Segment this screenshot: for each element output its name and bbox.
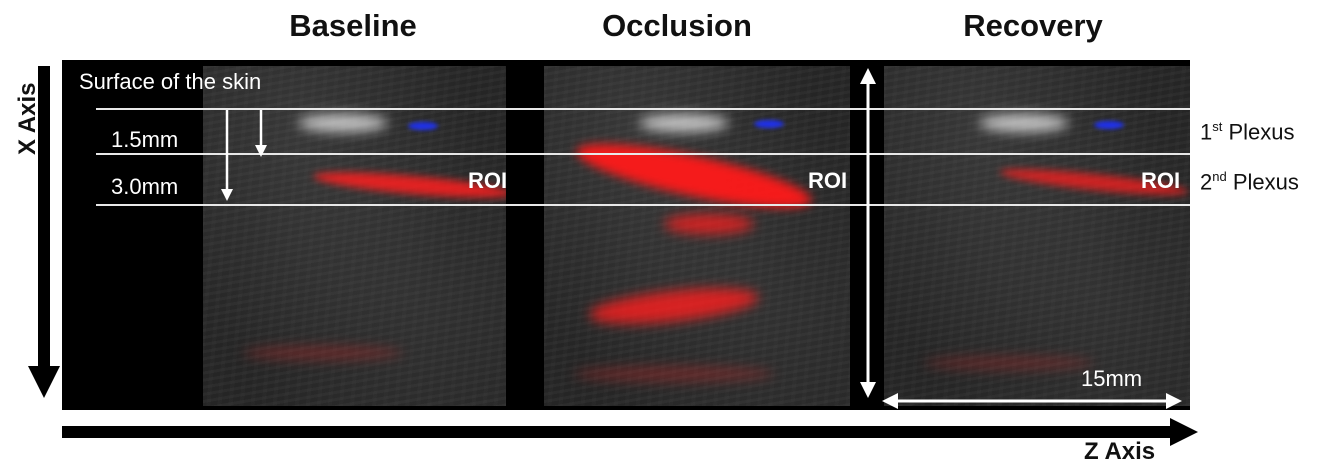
depth-1-5mm-line — [96, 153, 1190, 155]
vertical-scale-arrow — [860, 68, 876, 398]
panel-baseline — [203, 66, 506, 406]
z-axis-arrow — [62, 418, 1198, 446]
depth-3-0mm-line — [96, 204, 1190, 206]
plexus2-red-signal-lower — [664, 214, 754, 234]
plexus1-white-signal — [639, 114, 729, 132]
horizontal-scale-arrow — [882, 393, 1182, 409]
roi-label-baseline: ROI — [468, 168, 508, 193]
depth-3-0mm-arrow — [221, 110, 233, 201]
x-axis-arrow — [28, 66, 60, 398]
deep-red-signal — [924, 356, 1094, 370]
z-axis-label: Z Axis — [1084, 438, 1156, 465]
plexus1-blue-signal — [1094, 121, 1124, 129]
depth-3-0mm-label: 3.0mm — [111, 174, 179, 199]
second-plexus-number: 2 — [1200, 169, 1213, 195]
second-plexus-suffix: nd — [1212, 169, 1227, 184]
plexus1-white-signal — [979, 114, 1069, 132]
plexus1-blue-signal — [408, 122, 438, 130]
plexus1-blue-signal — [754, 120, 784, 128]
scale-bar-label: 15mm — [1081, 366, 1143, 391]
first-plexus-label: 1st Plexus — [1200, 119, 1295, 145]
first-plexus-word: Plexus — [1222, 119, 1295, 145]
title-recovery: Recovery — [963, 8, 1103, 43]
first-plexus-number: 1 — [1200, 119, 1213, 145]
panel-occlusion — [544, 66, 850, 406]
roi-label-recovery: ROI — [1141, 168, 1181, 193]
depth-1-5mm-label: 1.5mm — [111, 127, 179, 152]
panel-recovery — [884, 66, 1190, 406]
first-plexus-suffix: st — [1212, 119, 1223, 134]
roi-label-occlusion: ROI — [808, 168, 848, 193]
title-occlusion: Occlusion — [602, 8, 752, 43]
skin-surface-line — [96, 108, 1190, 110]
second-plexus-word: Plexus — [1226, 169, 1299, 195]
depth-1-5mm-arrow — [255, 110, 267, 157]
title-baseline: Baseline — [289, 8, 417, 43]
surface-label: Surface of the skin — [79, 69, 262, 94]
plexus1-white-signal — [298, 114, 388, 132]
deep-red-signal — [243, 346, 403, 360]
second-plexus-label: 2nd Plexus — [1200, 169, 1299, 195]
deep-red-signal-faint — [574, 366, 774, 382]
